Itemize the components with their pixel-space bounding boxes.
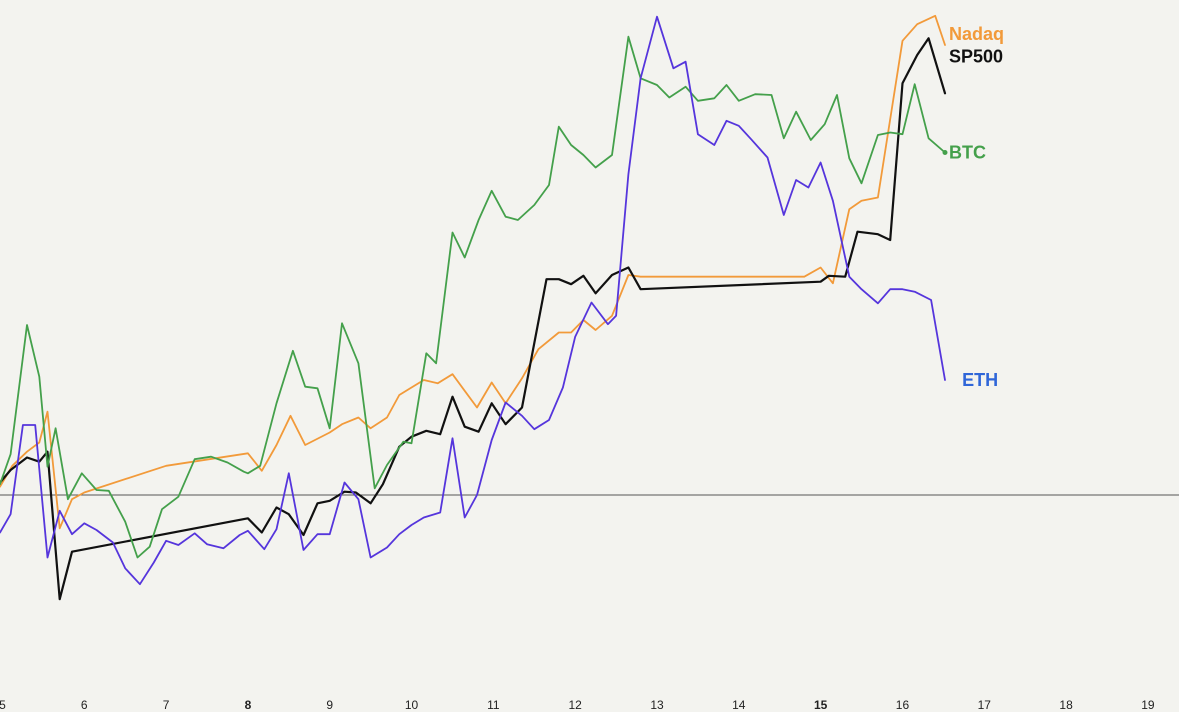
series-label-btc: BTC <box>949 143 986 163</box>
x-tick-label: 19 <box>1141 698 1155 712</box>
x-tick-label: 18 <box>1059 698 1073 712</box>
x-tick-label: 12 <box>569 698 583 712</box>
x-tick-label: 17 <box>978 698 992 712</box>
x-tick-label: 7 <box>163 698 170 712</box>
series-label-nadaq: Nadaq <box>949 24 1004 44</box>
x-tick-label: 11 <box>487 698 500 712</box>
series-layer <box>0 14 948 601</box>
x-tick-label: 16 <box>896 698 910 712</box>
x-tick-label: 5 <box>0 698 6 712</box>
series-label-eth: ETH <box>962 370 998 390</box>
x-tick-label: 8 <box>245 698 252 712</box>
series-line-eth <box>0 15 946 586</box>
series-label-sp500: SP500 <box>949 47 1003 67</box>
x-tick-label: 10 <box>405 698 419 712</box>
series-labels: Nadaq SP500 BTC ETH <box>949 24 1004 390</box>
series-line-btc <box>0 35 946 559</box>
x-tick-label: 15 <box>814 698 828 712</box>
series-line-nadaq <box>0 14 946 530</box>
x-axis-ticks: 5 6 7 8 9 10 11 12 13 14 15 16 17 18 19 <box>0 698 1155 712</box>
x-tick-label: 13 <box>650 698 664 712</box>
x-tick-label: 14 <box>732 698 746 712</box>
series-end-dot-btc <box>942 150 948 155</box>
series-line-sp500 <box>0 37 947 601</box>
x-tick-label: 6 <box>81 698 88 712</box>
x-tick-label: 9 <box>326 698 333 712</box>
